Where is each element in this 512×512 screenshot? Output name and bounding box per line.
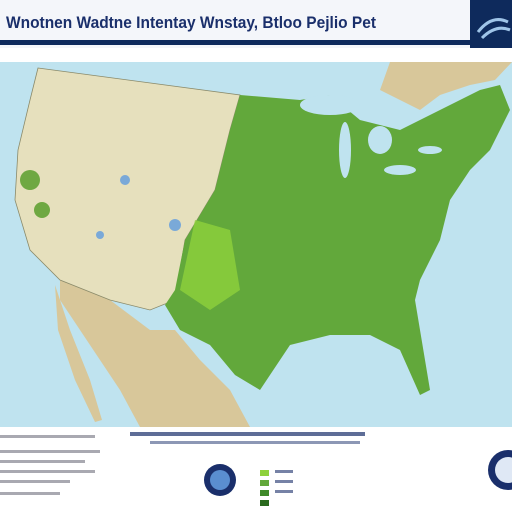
seal-inner xyxy=(495,457,512,483)
footer-line xyxy=(130,432,365,436)
footer-line xyxy=(150,441,360,444)
header-logo xyxy=(476,18,511,40)
canada xyxy=(0,62,512,110)
plains-highlight xyxy=(180,220,240,310)
water-feature xyxy=(96,231,104,239)
water-feature xyxy=(120,175,130,185)
lake-ontario xyxy=(418,146,442,154)
lake-superior xyxy=(300,95,360,115)
water-feature xyxy=(169,219,181,231)
lake-erie xyxy=(384,165,416,175)
baja xyxy=(55,285,102,422)
lake-huron xyxy=(368,126,392,154)
west-green xyxy=(34,202,50,218)
title: Wnotnen Wadtne Intentay Wnstay, Btloo Pe… xyxy=(6,13,376,32)
footer-notes xyxy=(0,435,100,495)
us-east xyxy=(165,85,510,395)
legend-swatches xyxy=(260,470,293,506)
agency-logo-inner xyxy=(210,470,230,490)
lake-michigan xyxy=(339,122,351,178)
header-rule xyxy=(0,40,470,45)
west-green xyxy=(20,170,40,190)
header-logo-bg xyxy=(470,0,512,48)
mexico xyxy=(60,280,250,427)
